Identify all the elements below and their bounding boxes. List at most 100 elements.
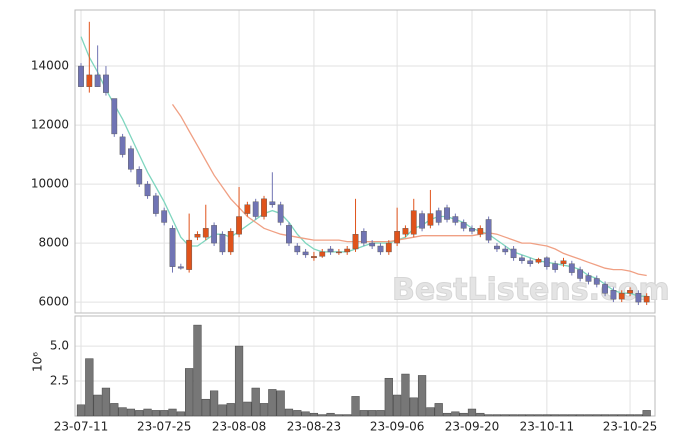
candle-body [186, 239, 193, 270]
y-tick-label: 10000 [31, 177, 69, 191]
candle-body [194, 234, 201, 238]
volume-bar [509, 414, 518, 417]
volume-bar [201, 398, 210, 417]
candle-body [252, 201, 259, 217]
volume-bar [309, 412, 319, 417]
candle-body [410, 210, 417, 235]
volume-bar [484, 414, 493, 417]
candle-body [485, 219, 492, 241]
volume-panel [74, 315, 656, 417]
moving-average-line [171, 104, 647, 277]
volume-bar [426, 407, 435, 417]
candle-body [311, 256, 317, 259]
volume-bar [617, 414, 626, 417]
price-panel [74, 9, 656, 314]
candle-body [302, 251, 309, 256]
candle-body [635, 293, 642, 303]
candle-body [261, 198, 267, 217]
candle-body [86, 74, 93, 87]
candle-body [369, 242, 376, 247]
volume-bar [85, 358, 94, 417]
volume-bar [268, 389, 277, 417]
candle-body [610, 290, 617, 300]
volume-bar [135, 410, 144, 417]
candle-body [568, 263, 575, 273]
volume-bar [160, 410, 169, 417]
candle-body [144, 183, 151, 197]
volume-bar [492, 414, 502, 417]
candle-body [119, 136, 126, 155]
y-tick-label: 14000 [31, 59, 69, 73]
candle-body [344, 248, 351, 253]
candle-body [402, 228, 409, 235]
candle-body [103, 74, 109, 93]
y-tick-label: 8000 [38, 236, 69, 250]
volume-bar [401, 373, 410, 417]
x-tick-label: 23-09-06 [370, 420, 424, 434]
candle-body [427, 213, 434, 226]
volume-bar [534, 414, 543, 417]
volume-bar [126, 408, 136, 417]
candle-body [394, 231, 401, 244]
volume-bar [576, 414, 585, 417]
volume-bar [101, 387, 111, 417]
volume-bar [559, 414, 568, 417]
candle-body [277, 204, 284, 223]
volume-bar [393, 394, 402, 417]
volume-bar [359, 410, 368, 417]
candle-body [552, 263, 559, 270]
candle-body [161, 210, 168, 223]
candle-body [510, 248, 517, 259]
volume-bar [76, 404, 86, 417]
candle-body [360, 231, 367, 244]
volume-bar [501, 414, 510, 417]
volume-bar [168, 408, 177, 417]
volume-bar [334, 414, 343, 417]
x-tick-label: 23-07-25 [137, 420, 191, 434]
candle-body [543, 257, 550, 267]
candle-body [419, 213, 425, 229]
candle-body [494, 245, 500, 250]
volume-bar [409, 397, 418, 417]
volume-bar [551, 414, 560, 417]
candle-body [560, 260, 567, 264]
candle-body [294, 245, 301, 253]
volume-bar [592, 414, 601, 417]
volume-bar [151, 410, 160, 417]
moving-average-line [80, 36, 647, 297]
candle-body [152, 195, 159, 214]
candle-body [469, 228, 475, 232]
volume-bar [343, 414, 352, 417]
candle-body [269, 201, 276, 205]
volume-bar [476, 412, 485, 417]
candle-body [627, 290, 633, 294]
candle-body [227, 231, 234, 253]
volume-bar [209, 390, 219, 417]
candle-body [335, 251, 342, 254]
volume-axis-label: 10⁶ [31, 352, 45, 372]
volume-bar [218, 404, 227, 417]
volume-bar [417, 375, 427, 417]
candle-body [327, 248, 334, 253]
candle-body [593, 278, 600, 285]
volume-bar [542, 414, 551, 417]
candle-body [78, 65, 84, 87]
y-tick-label: 5.0 [50, 339, 69, 353]
x-tick-label: 23-10-11 [520, 420, 574, 434]
volume-bar [442, 412, 452, 417]
candle-body [111, 98, 118, 135]
volume-bar [234, 345, 244, 417]
candle-body [385, 242, 392, 253]
volume-bar [301, 411, 310, 417]
candle-body [585, 275, 592, 282]
volume-bar [284, 408, 294, 417]
y-tick-label: 2.5 [50, 374, 69, 388]
volume-bar [143, 408, 152, 417]
volume-bar [467, 408, 477, 417]
candle-body [202, 228, 209, 238]
candle-body [177, 266, 184, 269]
volume-bar [567, 414, 576, 417]
candle-body [128, 148, 134, 170]
candle-body [618, 293, 625, 300]
x-tick-label: 23-10-25 [603, 420, 657, 434]
